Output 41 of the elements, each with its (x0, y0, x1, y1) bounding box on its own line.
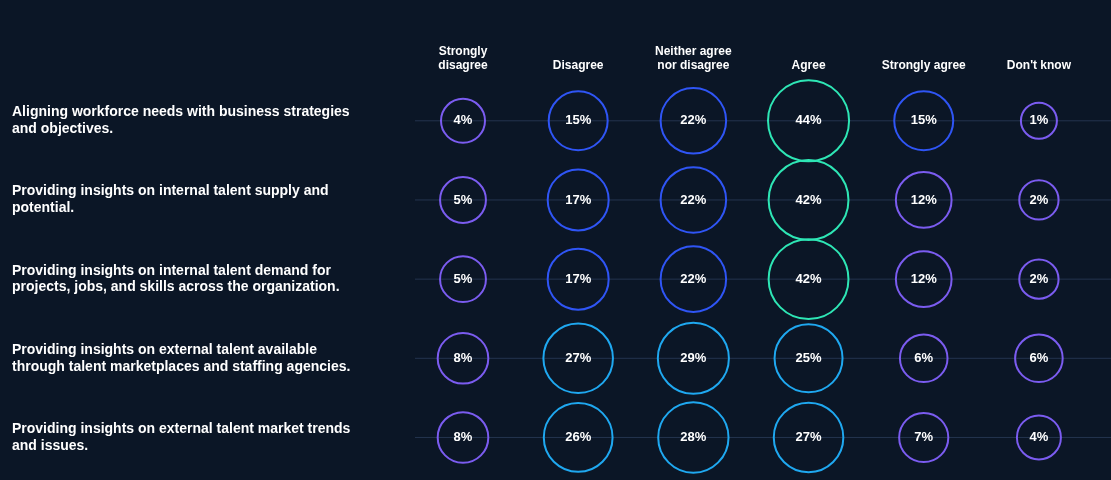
x-tick-label: Strongly disagree (438, 43, 489, 72)
data-label: 22% (680, 112, 707, 128)
data-label: 12% (910, 270, 938, 286)
data-label: 4% (453, 112, 473, 128)
data-label: 8% (453, 429, 473, 445)
x-tick-label: Agree (791, 57, 826, 72)
data-label: 8% (453, 349, 473, 365)
data-label: 22% (680, 191, 707, 207)
data-label: 44% (795, 112, 822, 128)
x-tick-label: Disagree (552, 57, 604, 72)
data-label: 6% (914, 349, 934, 365)
data-label: 28% (680, 429, 707, 445)
data-label: 4% (1029, 429, 1049, 445)
data-label: 17% (565, 270, 592, 286)
x-tick-label: Neither agree nor disagree (655, 43, 733, 72)
data-label: 6% (1029, 349, 1049, 365)
data-label: 25% (795, 349, 822, 365)
data-label: 7% (914, 429, 934, 445)
data-label: 1% (1029, 112, 1049, 128)
data-label: 27% (565, 349, 592, 365)
data-label: 12% (910, 191, 938, 207)
data-label: 29% (680, 349, 707, 365)
y-tick-label: Aligning workforce needs with business strategies and objectives. (12, 103, 350, 137)
data-label: 17% (565, 191, 592, 207)
x-tick-label: Strongly agree (881, 57, 967, 72)
x-tick-label: Don't know (1006, 57, 1072, 72)
data-label: 15% (565, 112, 592, 128)
data-label: 5% (453, 191, 473, 207)
data-label: 42% (795, 270, 822, 286)
data-label: 5% (453, 270, 473, 286)
y-tick-label: Providing insights on external talent market trends and issues. (12, 419, 351, 453)
y-tick-label: Providing insights on external talent available through talent marketplaces and staffing agencies. (12, 340, 351, 374)
data-label: 22% (680, 270, 707, 286)
y-tick-label: Providing insights on internal talent supply and potential. (12, 182, 329, 216)
data-label: 26% (565, 429, 592, 445)
data-label: 15% (910, 112, 938, 128)
data-label: 2% (1029, 270, 1049, 286)
data-label: 42% (795, 191, 822, 207)
data-label: 2% (1029, 191, 1049, 207)
y-tick-label: Providing insights on internal talent demand for projects, jobs, and skills across the organization. (12, 261, 340, 295)
data-label: 27% (795, 429, 822, 445)
